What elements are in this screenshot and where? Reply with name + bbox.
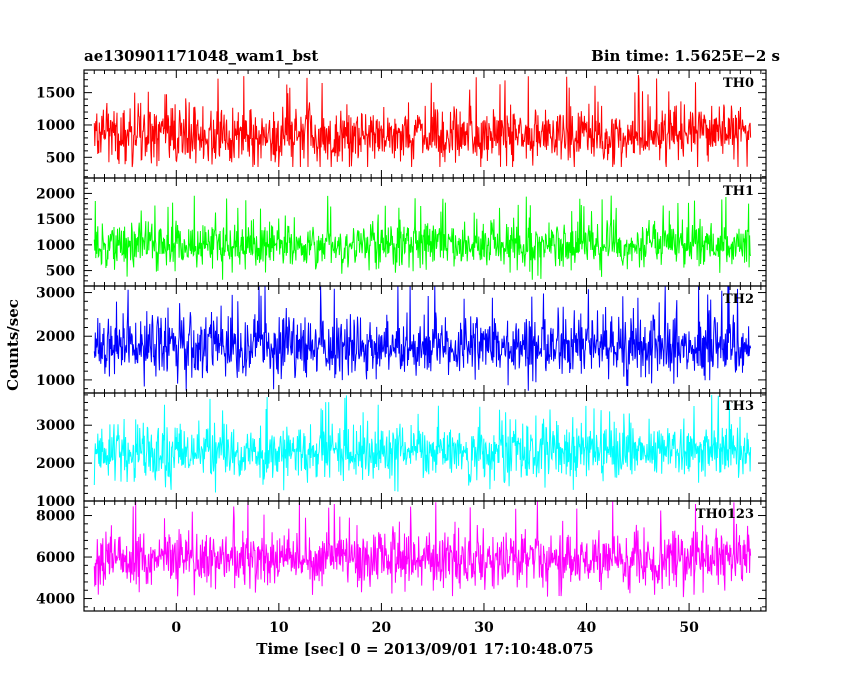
y-tick-label: 8000: [36, 509, 75, 525]
x-axis-label: Time [sec] 0 = 2013/09/01 17:10:48.075: [256, 640, 593, 658]
x-tick-label: 10: [269, 620, 289, 636]
y-tick-label: 1500: [36, 212, 75, 228]
y-tick-label: 6000: [36, 550, 75, 566]
panel-th3: 1000 2000 3000 TH3: [36, 392, 767, 510]
y-tick-label: 500: [46, 150, 75, 166]
x-tick-label: 20: [372, 620, 392, 636]
x-tick-label: 0: [171, 620, 181, 636]
series-line-th0: [93, 75, 752, 168]
panel-label-th0: TH0: [723, 76, 754, 91]
y-tick-label: 1500: [36, 86, 75, 102]
panel-th2: 1000 2000 3000 TH2: [36, 285, 767, 394]
chart-title-left: ae130901171048_wam1_bst: [84, 47, 318, 65]
y-tick-label: 3000: [36, 286, 75, 302]
panel-label-th2: TH2: [723, 292, 754, 307]
series-line-th2: [93, 285, 752, 391]
series-line-th0123: [93, 500, 752, 598]
series-line-th3: [93, 394, 752, 493]
panel-th0123: 4000 6000 8000 TH0123: [36, 500, 767, 612]
y-tick-label: 2000: [36, 329, 75, 345]
chart-title-right: Bin time: 1.5625E−2 s: [591, 47, 780, 65]
y-tick-label: 1000: [36, 118, 75, 134]
x-tick-label: 40: [577, 620, 597, 636]
y-tick-label: 2000: [36, 186, 75, 202]
y-tick-label: 1000: [36, 494, 75, 510]
panel-frame: [83, 500, 767, 612]
panel-label-th1: TH1: [723, 184, 754, 199]
y-tick-label: 1000: [36, 238, 75, 254]
y-axis-label: Counts/sec: [4, 299, 22, 391]
panel-label-th0123: TH0123: [696, 507, 754, 522]
panel-label-th3: TH3: [723, 399, 754, 414]
y-tick-label: 3000: [36, 418, 75, 434]
y-tick-label: 500: [46, 264, 75, 280]
panel-th1: 500 1000 1500 2000 TH1: [36, 177, 767, 287]
x-tick-label: 50: [679, 620, 699, 636]
series-line-th1: [93, 195, 752, 280]
y-tick-label: 2000: [36, 456, 75, 472]
y-tick-label: 1000: [36, 373, 75, 389]
y-tick-label: 4000: [36, 592, 75, 608]
panel-th0: 500 1000 1500 TH0: [36, 69, 767, 179]
x-tick-label: 30: [474, 620, 494, 636]
